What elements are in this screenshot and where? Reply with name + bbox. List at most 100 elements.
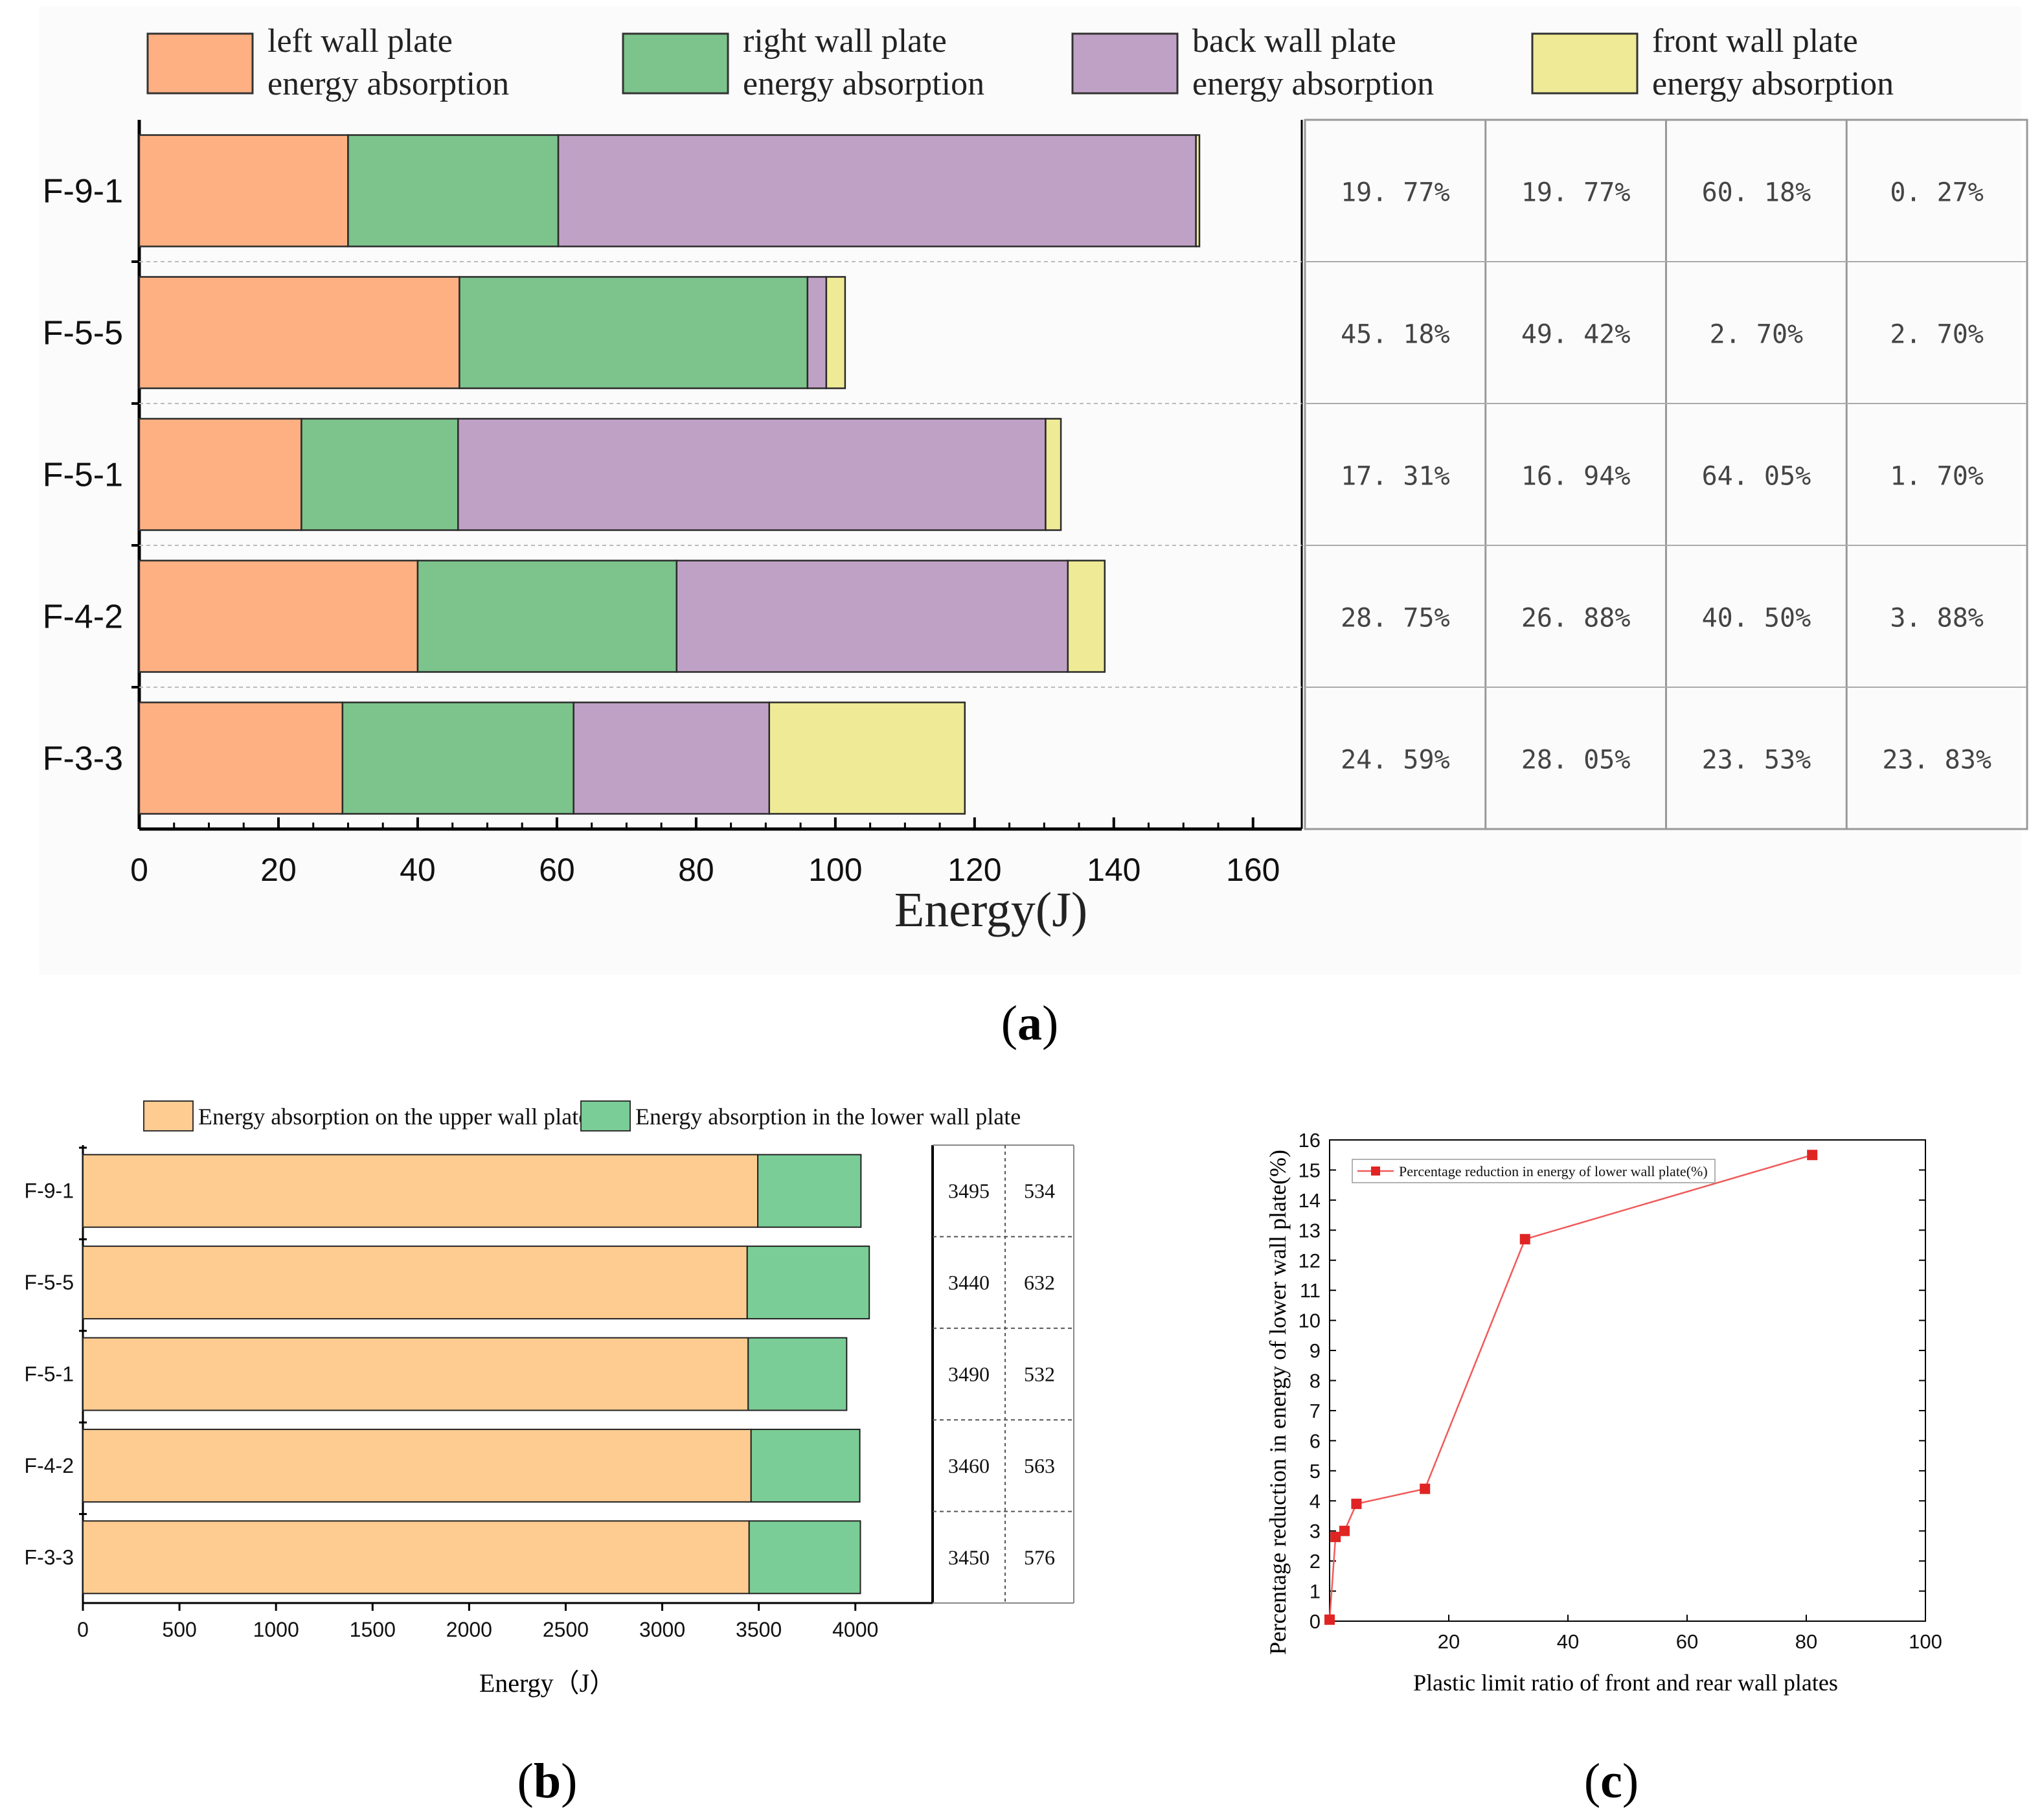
panel-c-y-tick-label: 10 (1299, 1310, 1321, 1332)
panel-c-y-axis-label: Percentage reduction in energy of lower … (1265, 1150, 1291, 1655)
panel-a-legend: left wall plate energy absorption right wa… (146, 23, 1894, 102)
panel-a-bar-f-3-3-back (573, 701, 770, 815)
panel-a-caption: (a) (1001, 996, 1059, 1051)
panel-c-y-tick-label: 11 (1300, 1279, 1321, 1302)
panel-b-bar-f-5-5-upper (82, 1246, 748, 1320)
panel-a-bar-f-4-2-right (416, 560, 678, 673)
panel-a-table-cell: 64. 05% (1702, 462, 1811, 492)
panel-a-table-cell: 26. 88% (1521, 604, 1631, 633)
panel-b-category-label: F-4-2 (25, 1454, 74, 1477)
panel-a-table-cell: 28. 05% (1521, 745, 1631, 775)
panel-a-table-cell: 23. 83% (1882, 745, 1991, 775)
panel-b-table-cell: 563 (1024, 1454, 1055, 1477)
panel-a-table-cell: 3. 88% (1890, 604, 1984, 633)
panel-a-bar-f-9-1-right (347, 134, 560, 247)
panel-a-legend-label-line1: left wall plate (267, 23, 453, 60)
panel-a-bar-f-4-2-back (675, 560, 1069, 673)
panel-a-bar-f-3-3-front (768, 701, 966, 815)
panel-b-bar-f-4-2-upper (82, 1428, 752, 1503)
panel-a-x-tick-label: 40 (400, 852, 436, 888)
panel-a-category-label: F-3-3 (43, 740, 123, 778)
panel-c-y-tick-label: 16 (1299, 1129, 1321, 1152)
panel-a-bar-f-9-1-front (1195, 134, 1201, 247)
panel-c-x-axis-label: Plastic limit ratio of front and rear wa… (1413, 1670, 1838, 1696)
panel-a-x-tick-label: 100 (808, 852, 862, 888)
panel-a-bar-f-9-1-back (557, 134, 1197, 247)
panel-b-x-tick-label: 4000 (832, 1618, 878, 1641)
panel-a-table-cell: 60. 18% (1702, 178, 1811, 208)
panel-b-caption: (b) (517, 1754, 578, 1808)
panel-a-table-cell: 40. 50% (1702, 604, 1811, 633)
panel-a-table-cell: 19. 77% (1521, 178, 1631, 208)
panel-a-table-cell: 23. 53% (1702, 745, 1811, 775)
panel-b-bar-f-5-1-lower (747, 1337, 848, 1411)
panel-a-x-tick-label: 140 (1087, 852, 1140, 888)
panel-a-bar-f-5-5-back (806, 276, 828, 389)
panel-a-percentage-table: 19. 77% 19. 77% 60. 18% 0. 27% 45. 18% 49. 42… (1304, 119, 2028, 830)
panel-a-bar-f-5-1-right (301, 418, 459, 531)
panel-c-y-tick-label: 6 (1310, 1429, 1321, 1452)
panel-a-bar-f-3-3-right (341, 701, 574, 815)
panel-a-bar-f-9-1-left (138, 134, 349, 247)
panel-a-table-cell: 24. 59% (1341, 745, 1450, 775)
panel-a-bar-f-5-1-front (1045, 418, 1062, 531)
panel-b-value-table: 3495 534 3440 632 3490 532 3460 563 3450 576 (931, 1144, 1074, 1604)
panel-b-legend-swatch-lower (580, 1100, 631, 1132)
panel-b-chart: Energy absorption on the upper wall plat… (25, 1100, 1074, 1808)
panel-a-x-axis-label: Energy(J) (894, 883, 1087, 937)
panel-c-y-tick-label: 1 (1310, 1580, 1321, 1603)
panel-a-legend-swatch-right (622, 32, 729, 95)
panel-b-x-tick-label: 3500 (736, 1618, 782, 1641)
panel-c-y-tick-label: 12 (1299, 1249, 1321, 1272)
panel-b-caption-letter: b (534, 1754, 561, 1808)
panel-a-category-label: F-5-1 (43, 457, 123, 494)
panel-c-x-tick-label: 80 (1795, 1630, 1817, 1653)
panel-c-data-point (1420, 1483, 1431, 1494)
panel-c-x-tick-label: 60 (1676, 1630, 1698, 1653)
panel-a-x-tick-label: 60 (539, 852, 575, 888)
panel-b-table-cell: 534 (1024, 1179, 1055, 1203)
panel-b-bar-f-3-3-upper (82, 1520, 750, 1595)
panel-a-caption-letter: a (1017, 996, 1042, 1051)
panel-b-table-cell: 532 (1024, 1363, 1055, 1386)
panel-a-table-cell: 16. 94% (1521, 462, 1631, 492)
panel-b-table-cell: 3490 (948, 1363, 990, 1386)
panel-b-bar-f-4-2-lower (750, 1428, 861, 1503)
panel-a-legend-swatch-back (1071, 32, 1179, 95)
panel-c-y-tick-label: 7 (1310, 1400, 1321, 1422)
svg-text:(b): (b) (517, 1754, 578, 1808)
panel-a-legend-swatch-front (1531, 32, 1639, 95)
panel-b-x-tick-label: 3000 (639, 1618, 685, 1641)
panel-b-x-tick-label: 1500 (350, 1618, 396, 1641)
panel-c-x-tick-label: 20 (1438, 1630, 1460, 1653)
panel-c-data-point (1807, 1150, 1818, 1161)
panel-c-caption: (c) (1584, 1754, 1639, 1808)
panel-c-data-point (1519, 1234, 1530, 1245)
panel-b-category-label: F-5-5 (25, 1271, 74, 1294)
panel-a-bar-f-5-1-back (457, 418, 1047, 531)
panel-b-bar-f-5-5-lower (746, 1246, 870, 1320)
panel-a-table-cell: 45. 18% (1341, 320, 1450, 350)
panel-a-bar-f-5-5-left (138, 276, 460, 389)
panel-b-x-tick-label: 0 (77, 1618, 89, 1641)
panel-c-legend: Percentage reduction in energy of lower … (1352, 1159, 1716, 1183)
panel-b-legend-swatch-upper (143, 1100, 194, 1132)
panel-a-category-label: F-5-5 (43, 315, 123, 352)
panel-c-y-tick-label: 3 (1310, 1520, 1321, 1543)
panel-c-y-tick-label: 13 (1299, 1219, 1321, 1242)
panel-a-table-cell: 0. 27% (1890, 178, 1984, 208)
panel-a-bar-f-5-5-front (825, 276, 846, 389)
panel-c-data-point (1330, 1531, 1341, 1542)
panel-c-legend-box (1352, 1159, 1716, 1183)
panel-a-legend-label-line1: front wall plate (1652, 23, 1858, 60)
panel-b-table-cell: 3450 (948, 1545, 990, 1569)
panel-a-legend-swatch-left (146, 32, 254, 95)
svg-text:(c): (c) (1584, 1754, 1639, 1808)
panel-c-data-point (1324, 1614, 1335, 1625)
panel-b-x-axis-label: Energy（J） (479, 1668, 615, 1698)
panel-c-y-tick-label: 8 (1310, 1370, 1321, 1393)
panel-c-data-point (1351, 1498, 1362, 1509)
panel-b-x-tick-label: 2000 (446, 1618, 492, 1641)
